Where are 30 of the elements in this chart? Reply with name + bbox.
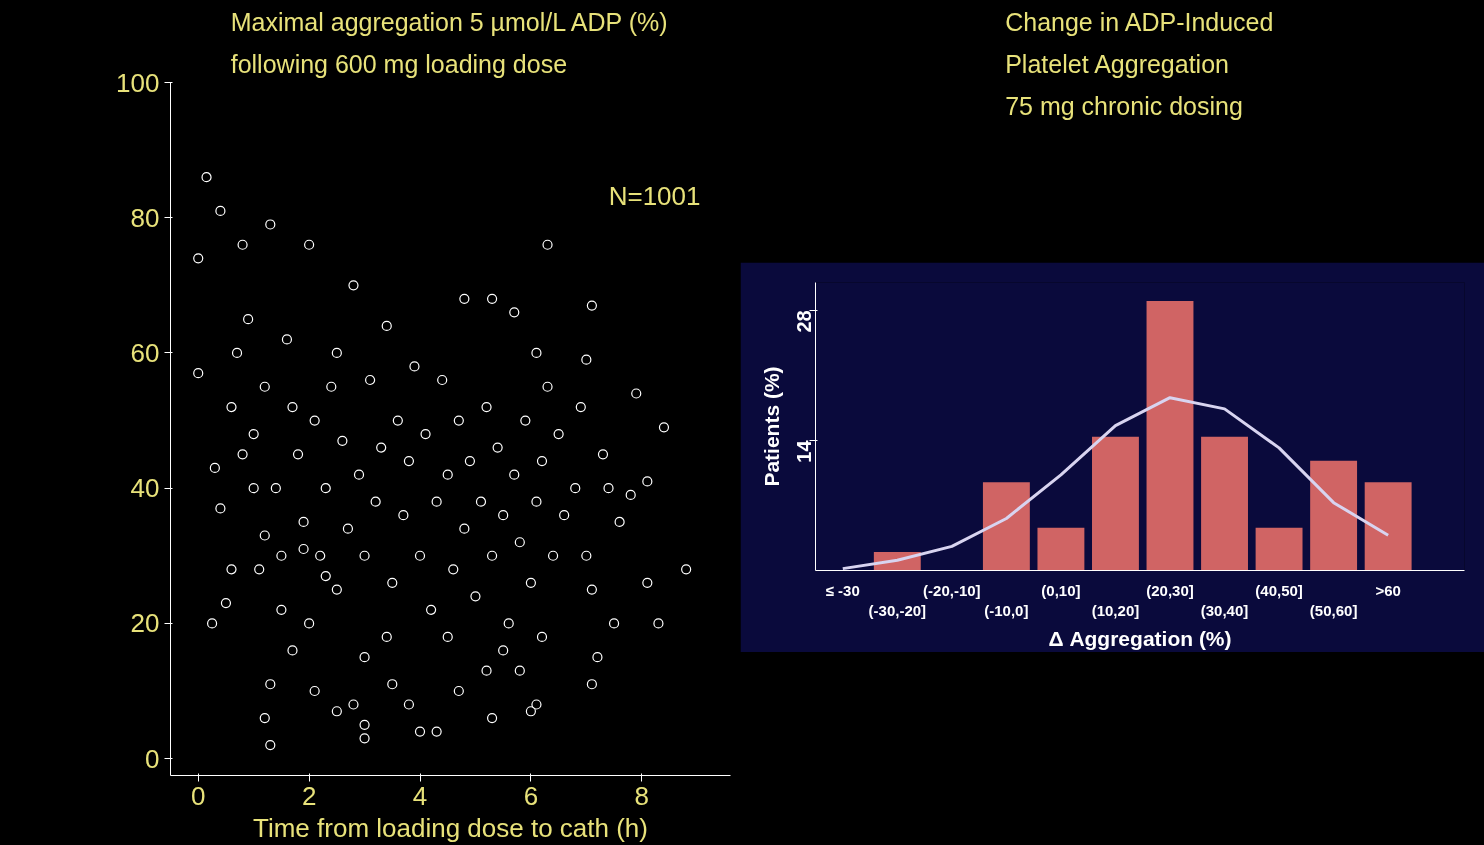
x-tick-label: ≤ -30 [825, 581, 860, 599]
x-tick-label: 6 [523, 780, 539, 811]
y-tick-label: 80 [130, 202, 160, 233]
annotation: N=1001 [608, 180, 701, 211]
x-tick-label: >60 [1375, 581, 1401, 599]
x-tick-label: (50,60] [1309, 601, 1358, 619]
x-tick-label: (10,20] [1091, 601, 1140, 619]
x-tick-label: 4 [412, 780, 428, 811]
y-tick-label: 28 [793, 310, 816, 333]
x-tick-label: 8 [634, 780, 650, 811]
x-tick-label: (0,10] [1041, 581, 1081, 599]
y-tick-label: 60 [130, 337, 160, 368]
x-tick-label: (20,30] [1146, 581, 1194, 599]
x-tick-label: (-10,0] [984, 601, 1029, 619]
x-tick-label: 2 [301, 780, 317, 811]
x-axis-title: Time from loading dose to cath (h) [253, 812, 649, 843]
y-tick-label: 100 [116, 67, 160, 98]
chart-title: Maximal aggregation 5 µmol/L ADP (%) following 600 mg loading dose [230, 7, 668, 78]
y-tick-label: 40 [130, 473, 160, 504]
chart-title: Change in ADP-Induced Platelet Aggregation 75 mg chronic dosing [1005, 7, 1274, 120]
x-tick-label: (40,50] [1255, 581, 1303, 599]
x-tick-label: 0 [190, 780, 206, 811]
y-tick-label: 14 [793, 439, 816, 463]
x-axis-title: Δ Aggregation (%) [1048, 626, 1232, 650]
y-tick-label: 20 [130, 608, 160, 639]
y-tick-label: 0 [145, 743, 160, 774]
y-axis-title: Patients (%) [759, 366, 783, 487]
x-tick-label: (-20,-10] [923, 581, 981, 599]
x-tick-label: (30,40] [1200, 601, 1249, 619]
x-tick-label: (-30,-20] [868, 601, 927, 619]
